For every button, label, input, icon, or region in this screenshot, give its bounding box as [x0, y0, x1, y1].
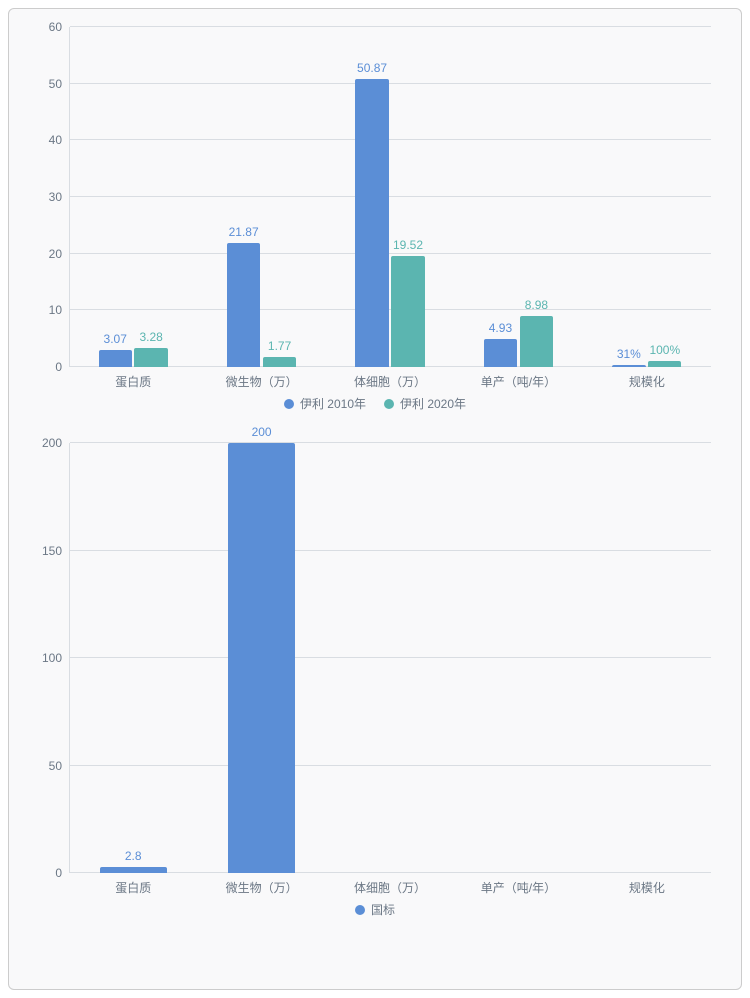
- bar: 4.93: [484, 339, 517, 367]
- x-tick-label: 蛋白质: [69, 373, 197, 390]
- bar-value-label: 31%: [617, 347, 641, 361]
- y-tick-label: 40: [49, 133, 70, 147]
- legend-item: 国标: [355, 901, 395, 918]
- bar-value-label: 200: [252, 425, 272, 439]
- legend-swatch: [355, 905, 365, 915]
- bar-group: [454, 443, 582, 873]
- bar-group: 50.8719.52: [326, 27, 454, 367]
- bar-value-label: 21.87: [229, 225, 259, 239]
- x-tick-label: 规模化: [583, 373, 711, 390]
- bar: 100%: [648, 361, 681, 367]
- y-tick-label: 60: [49, 20, 70, 34]
- bar-group: 21.871.77: [197, 27, 325, 367]
- legend-swatch: [284, 399, 294, 409]
- x-tick-label: 微生物（万）: [197, 879, 325, 896]
- legend-item: 伊利 2020年: [384, 395, 466, 412]
- y-tick-label: 50: [49, 759, 70, 773]
- legend-label: 伊利 2010年: [300, 395, 366, 412]
- chart1-x-axis: 蛋白质微生物（万）体细胞（万）单产（吨/年）规模化: [69, 373, 711, 390]
- x-tick-label: 规模化: [583, 879, 711, 896]
- chart1-legend: 伊利 2010年 伊利 2020年: [29, 395, 721, 412]
- bar-group: [326, 443, 454, 873]
- bar-value-label: 19.52: [393, 238, 423, 252]
- bar-group: 2.8: [69, 443, 197, 873]
- chart1-bars: 3.073.2821.871.7750.8719.524.938.9831%10…: [69, 27, 711, 367]
- legend-item: 伊利 2010年: [284, 395, 366, 412]
- bar: 21.87: [227, 243, 260, 367]
- y-tick-label: 50: [49, 77, 70, 91]
- y-tick-label: 30: [49, 190, 70, 204]
- bar-value-label: 2.8: [125, 849, 142, 863]
- x-tick-label: 体细胞（万）: [326, 373, 454, 390]
- bar: 2.8: [100, 867, 167, 873]
- legend-label: 伊利 2020年: [400, 395, 466, 412]
- bar: 3.07: [99, 350, 132, 367]
- bar-value-label: 8.98: [525, 298, 548, 312]
- y-tick-label: 0: [55, 866, 70, 880]
- bar-value-label: 4.93: [489, 321, 512, 335]
- y-tick-label: 10: [49, 303, 70, 317]
- bar-value-label: 100%: [649, 343, 680, 357]
- bar: 3.28: [134, 348, 167, 367]
- bar-value-label: 50.87: [357, 61, 387, 75]
- bar-group: [583, 443, 711, 873]
- bar: 8.98: [520, 316, 553, 367]
- y-tick-label: 150: [42, 544, 70, 558]
- legend-swatch: [384, 399, 394, 409]
- chart-container: 0102030405060 3.073.2821.871.7750.8719.5…: [8, 8, 742, 990]
- bar-value-label: 3.07: [104, 332, 127, 346]
- y-tick-label: 200: [42, 436, 70, 450]
- bar-group: 200: [197, 443, 325, 873]
- bar: 200: [228, 443, 295, 873]
- chart-guobiao: 0 50 100 150 200 2.8 200 蛋白质微生物（万）体细胞（万）单产（吨/…: [29, 443, 721, 943]
- y-tick-label: 20: [49, 247, 70, 261]
- bar-value-label: 3.28: [139, 330, 162, 344]
- x-tick-label: 蛋白质: [69, 879, 197, 896]
- bar: 1.77: [263, 357, 296, 367]
- bar-group: 4.938.98: [454, 27, 582, 367]
- chart2-x-axis: 蛋白质微生物（万）体细胞（万）单产（吨/年）规模化: [69, 879, 711, 896]
- x-tick-label: 单产（吨/年）: [454, 879, 582, 896]
- y-tick-label: 100: [42, 651, 70, 665]
- bar: 31%: [612, 365, 645, 367]
- bar-group: 3.073.28: [69, 27, 197, 367]
- chart2-bars: 2.8 200: [69, 443, 711, 873]
- x-tick-label: 体细胞（万）: [326, 879, 454, 896]
- legend-label: 国标: [371, 901, 395, 918]
- chart2-legend: 国标: [29, 901, 721, 918]
- bar: 19.52: [391, 256, 424, 367]
- x-tick-label: 单产（吨/年）: [454, 373, 582, 390]
- x-tick-label: 微生物（万）: [197, 373, 325, 390]
- bar-value-label: 1.77: [268, 339, 291, 353]
- chart-yili-2010-2020: 0102030405060 3.073.2821.871.7750.8719.5…: [29, 27, 721, 437]
- bar: 50.87: [355, 79, 388, 367]
- bar-group: 31%100%: [583, 27, 711, 367]
- y-tick-label: 0: [55, 360, 70, 374]
